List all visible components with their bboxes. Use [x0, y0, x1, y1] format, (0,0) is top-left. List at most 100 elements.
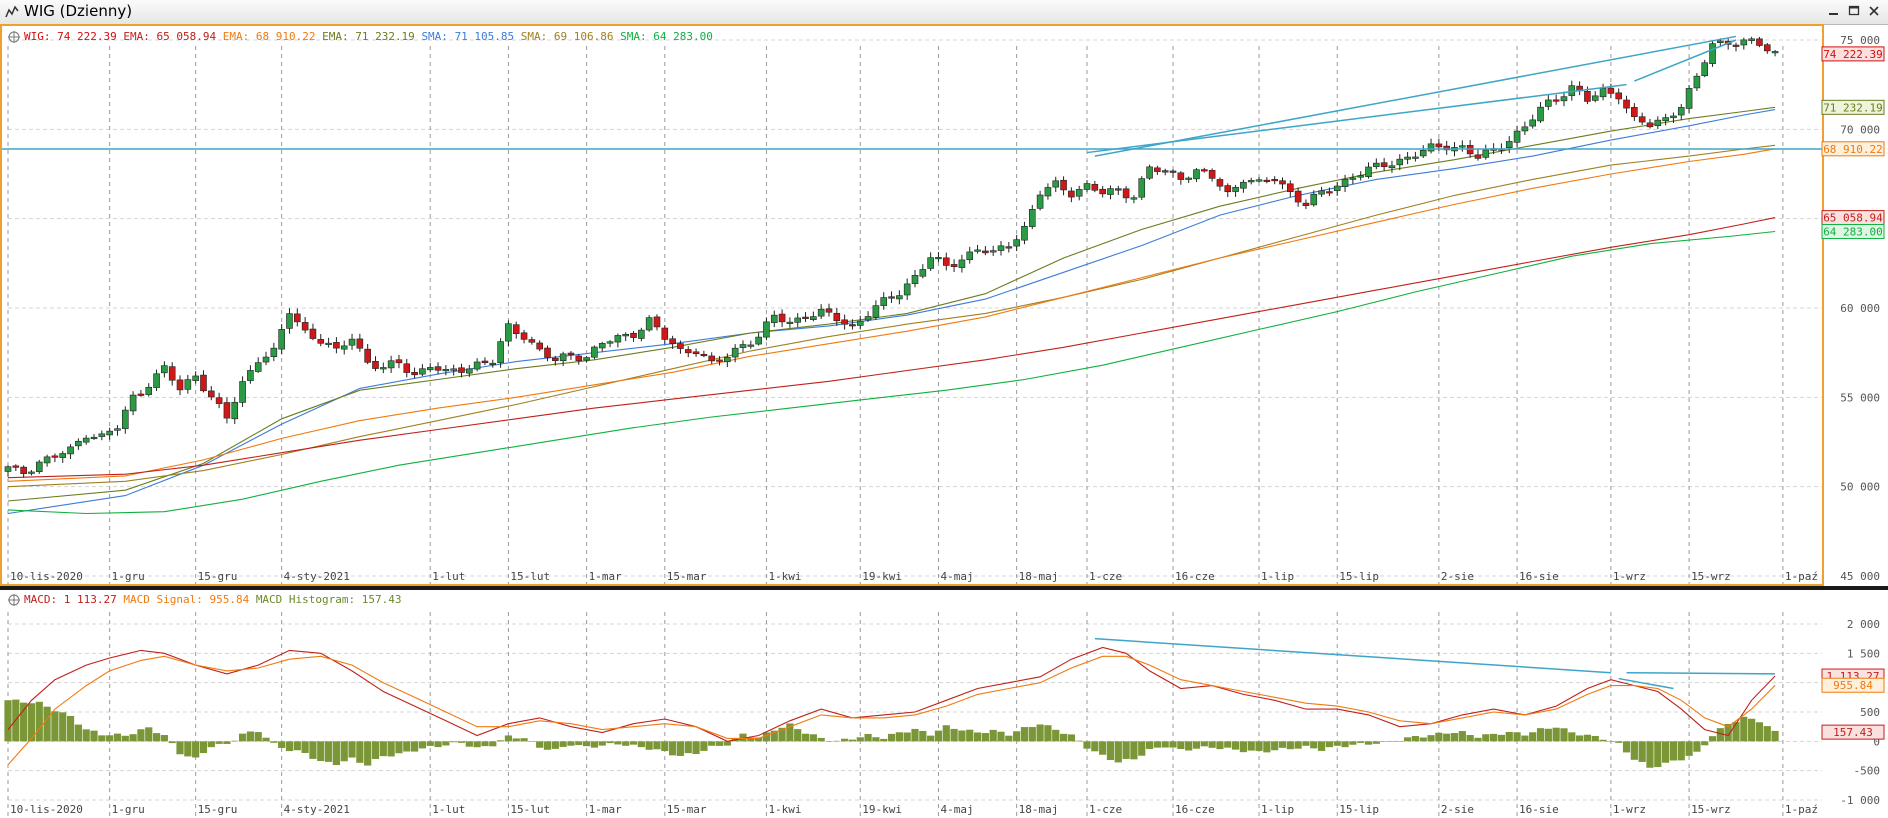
price-y-tick-label: 55 000 [1840, 391, 1880, 404]
histogram-bar [950, 728, 958, 742]
candle [739, 344, 747, 348]
legend-value: 69 106.86 [554, 30, 620, 43]
value-tag-label: 68 910.22 [1823, 143, 1883, 156]
macd-x-axis: 10-lis-2020 1-gru 15-gru 4-sty-2021 1-lut 15-… [10, 803, 1818, 816]
histogram-bar [966, 729, 974, 742]
candle [1333, 185, 1341, 192]
candle [1099, 188, 1106, 195]
histogram-bar [1693, 741, 1701, 752]
panel-separator[interactable] [0, 586, 1888, 590]
close-button[interactable] [1866, 3, 1882, 19]
histogram-bar [238, 733, 247, 742]
histogram-bar [1716, 728, 1724, 742]
histogram-bar [340, 741, 348, 762]
histogram-bar [872, 737, 880, 742]
candle [1396, 158, 1404, 166]
macd-legend-handle-icon[interactable] [8, 594, 20, 606]
histogram-bar [1388, 741, 1396, 742]
histogram-bar [1482, 734, 1490, 742]
histogram-bar [1067, 734, 1075, 742]
candle [1388, 165, 1396, 169]
price-legend-handle-icon[interactable] [8, 31, 20, 43]
histogram-bar [590, 741, 599, 748]
histogram-bar [1122, 741, 1130, 759]
price-x-tick-label: 1-gru [112, 570, 145, 583]
candle [716, 359, 723, 362]
maximize-button[interactable] [1846, 3, 1862, 19]
histogram-bar [770, 730, 778, 742]
price-x-tick-label: 1-kwi [768, 570, 801, 583]
histogram-bar [1568, 732, 1576, 742]
candle [192, 375, 199, 381]
histogram-bar [551, 741, 559, 749]
candle [1216, 179, 1224, 187]
histogram-bar [27, 703, 36, 742]
candle [75, 440, 82, 447]
histogram-bar [700, 741, 708, 751]
histogram-bar [981, 733, 989, 742]
histogram-bar [1505, 731, 1513, 742]
histogram-bar [1560, 728, 1568, 742]
histogram-bar [1075, 740, 1083, 742]
histogram-bar [410, 741, 419, 752]
candle [1154, 167, 1161, 172]
price-x-tick-label: 10-lis-2020 [10, 570, 83, 583]
candle [1662, 117, 1669, 122]
histogram-bar [473, 741, 481, 748]
price-x-tick-label: 16-sie [1519, 570, 1559, 583]
histogram-bar [1599, 739, 1607, 742]
histogram-bar [1294, 741, 1302, 749]
candle [426, 367, 434, 371]
price-panel-frame [0, 24, 1824, 586]
histogram-bar [1052, 729, 1060, 742]
candle [1201, 169, 1208, 172]
candle [770, 314, 778, 323]
legend-value: 68 910.22 [256, 30, 322, 43]
histogram-bar [1138, 741, 1146, 756]
histogram-bar [1419, 737, 1427, 742]
price-y-tick-label: 70 000 [1840, 123, 1880, 136]
candle [997, 245, 1005, 251]
candle [1138, 178, 1146, 198]
histogram-bar [66, 715, 75, 742]
candle [817, 308, 825, 317]
candle [810, 316, 817, 320]
legend-value: 74 222.39 [57, 30, 123, 43]
macd-x-tick-label: 2-sie [1441, 803, 1474, 816]
histogram-bar [856, 737, 864, 742]
histogram-bar [543, 741, 552, 750]
histogram-bar [809, 734, 817, 742]
candle [802, 316, 809, 319]
candle [1427, 143, 1435, 152]
histogram-bar [1216, 741, 1224, 750]
macd-x-tick-label: 1-wrz [1613, 803, 1646, 816]
candle [1717, 40, 1724, 43]
macd-x-tick-label: 15-lut [510, 803, 550, 816]
macd-x-tick-label: 1-lip [1261, 803, 1294, 816]
histogram-bar [692, 741, 700, 755]
candle [1302, 202, 1310, 206]
macd-x-tick-label: 16-sie [1519, 803, 1559, 816]
histogram-bar [762, 732, 771, 742]
candle [1294, 190, 1302, 203]
candle [1545, 99, 1552, 107]
trend-line [1626, 671, 1776, 675]
candle [161, 365, 168, 374]
histogram-bar [1615, 741, 1623, 743]
histogram-bar [285, 741, 294, 752]
price-x-tick-label: 2-sie [1441, 570, 1474, 583]
histogram-bar [1200, 741, 1208, 747]
candle [786, 321, 794, 324]
histogram-bar [1310, 741, 1318, 749]
candle [1177, 172, 1185, 180]
histogram-bar [848, 739, 857, 742]
minimize-button[interactable] [1826, 3, 1842, 19]
candle [1341, 178, 1349, 187]
macd-x-tick-label: 1-kwi [768, 803, 801, 816]
candle [176, 379, 184, 391]
histogram-bar [309, 741, 317, 759]
candle [942, 257, 950, 266]
histogram-bar [911, 728, 919, 742]
